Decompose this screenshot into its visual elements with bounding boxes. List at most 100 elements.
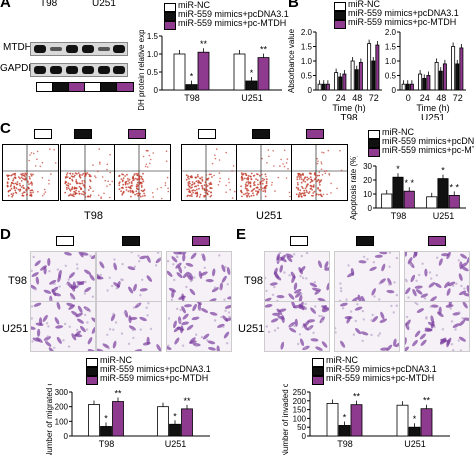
western-blot-gapdh <box>30 63 128 77</box>
bar <box>338 76 343 91</box>
y-tick-label: 0 <box>368 204 373 213</box>
y-tick-label: 1.5 <box>385 43 397 52</box>
transwell-image <box>264 301 330 352</box>
x-axis-label: Time (h) <box>332 103 365 113</box>
legend-d-item-nc: miR-NC <box>100 355 132 365</box>
bar <box>408 426 421 437</box>
legend-c-item-mtdh: miR-559 mimics+pc-MTDH <box>382 145 474 155</box>
y-tick-label: 1.0 <box>301 57 313 66</box>
x-tick-label: U251 <box>241 93 263 103</box>
bar <box>437 178 449 209</box>
legend-c-item-pcdna: miR-559 mimics+pcDNA3.1 <box>382 136 474 146</box>
y-tick-label: 0 <box>302 432 307 441</box>
transwell-image <box>96 251 162 302</box>
row-label-t98-e: T98 <box>244 275 263 287</box>
y-tick-label: 0 <box>64 432 69 441</box>
y-tick-label: 100 <box>55 417 69 426</box>
y-tick-label: 30 <box>363 162 372 171</box>
panel-label-d: D <box>0 226 11 243</box>
bar <box>326 403 339 437</box>
significance-star: * <box>250 68 254 78</box>
y-axis-label: Apoptosis rate (%) <box>349 156 358 220</box>
y-tick-label: 200 <box>55 403 69 412</box>
western-blot-mtdh <box>30 42 128 56</box>
legend-item-pcdna: miR-559 mimics+pcDNA3.1 <box>178 9 289 19</box>
bar <box>422 78 427 91</box>
y-tick-label: 0.5 <box>385 72 397 81</box>
y-tick-label: 20 <box>363 176 372 185</box>
bar <box>375 44 380 91</box>
significance-star: * * <box>449 182 459 192</box>
micro-legend-e-pcdna <box>356 236 374 246</box>
legend-c-item-nc: miR-NC <box>382 127 414 137</box>
significance-star: ** <box>114 389 122 399</box>
bar <box>321 83 326 91</box>
significance-star: ** <box>200 39 208 49</box>
bar <box>88 404 100 437</box>
x-tick-label: 72 <box>369 93 379 103</box>
transwell-image <box>166 301 232 352</box>
flow-cellline-t98: T98 <box>84 210 103 222</box>
flow-legend-nc-2 <box>198 129 216 139</box>
x-tick-label: 48 <box>352 93 362 103</box>
y-tick-label: 1.0 <box>147 50 159 59</box>
flow-plot <box>2 144 59 201</box>
transwell-image <box>30 301 96 352</box>
y-tick-label: 1.5 <box>301 43 313 52</box>
transwell-image <box>96 301 162 352</box>
bar <box>233 53 246 91</box>
bar <box>418 73 423 91</box>
bar <box>426 75 431 91</box>
bar <box>358 62 363 91</box>
y-tick-label: 10 <box>363 190 372 199</box>
flow-plot <box>114 144 171 201</box>
y-tick-label: 0 <box>392 86 397 95</box>
y-tick-label: 0 <box>308 86 313 95</box>
y-tick-label: 150 <box>293 406 307 415</box>
significance-star: * <box>413 414 417 424</box>
micro-legend-e-nc <box>290 236 308 246</box>
y-tick-label: 1.5 <box>147 32 159 41</box>
bar <box>401 83 406 91</box>
x-tick-label: U251 <box>165 439 187 449</box>
legend-e-item-mtdh: miR-559 mimics+pc-MTDH <box>326 373 435 383</box>
transwell-image <box>404 251 470 302</box>
legend-b-item-nc: miR-NC <box>348 0 380 9</box>
transwell-image <box>334 251 400 302</box>
bar <box>112 401 124 437</box>
bar <box>420 408 433 437</box>
bar <box>367 43 372 91</box>
y-axis-label: Number of invaded cells <box>281 384 290 455</box>
y-tick-label: 250 <box>293 388 307 397</box>
significance-star: * <box>441 166 445 176</box>
flow-legend-mtdh-2 <box>306 129 324 139</box>
y-tick-label: 0.5 <box>147 68 159 77</box>
bar <box>173 53 186 91</box>
row-label-u251-d: U251 <box>2 323 29 335</box>
significance-star: * <box>190 72 194 82</box>
micro-legend-d-mtdh <box>192 236 210 246</box>
bar <box>354 69 359 91</box>
chart-title: U251 <box>421 113 445 120</box>
y-axis-label: Number of migrated cells <box>45 384 54 455</box>
significance-star: * <box>104 413 108 423</box>
legend-item-mtdh: miR-559 mimics+pc-MTDH <box>178 18 287 28</box>
flow-legend-mtdh <box>128 129 146 139</box>
x-tick-label: 24 <box>420 93 430 103</box>
x-tick-label: 24 <box>336 93 346 103</box>
wb-label-gapdh: GAPDH <box>0 63 36 74</box>
y-axis-label: MTDH protein relative expression <box>137 30 146 110</box>
chart-title: T98 <box>340 113 358 120</box>
wb-label-mtdh: MTDH <box>3 42 32 53</box>
x-tick-label: T98 <box>391 211 407 221</box>
legend-b-item-mtdh: miR-559 mimics+pc-MTDH <box>348 17 457 27</box>
x-tick-label: U251 <box>433 211 455 221</box>
y-tick-label: 2.0 <box>385 28 397 37</box>
bar <box>459 47 464 91</box>
row-label-u251-e: U251 <box>238 323 265 335</box>
flow-plot <box>181 144 238 201</box>
bar <box>338 425 351 437</box>
y-tick-label: 50 <box>297 423 306 432</box>
